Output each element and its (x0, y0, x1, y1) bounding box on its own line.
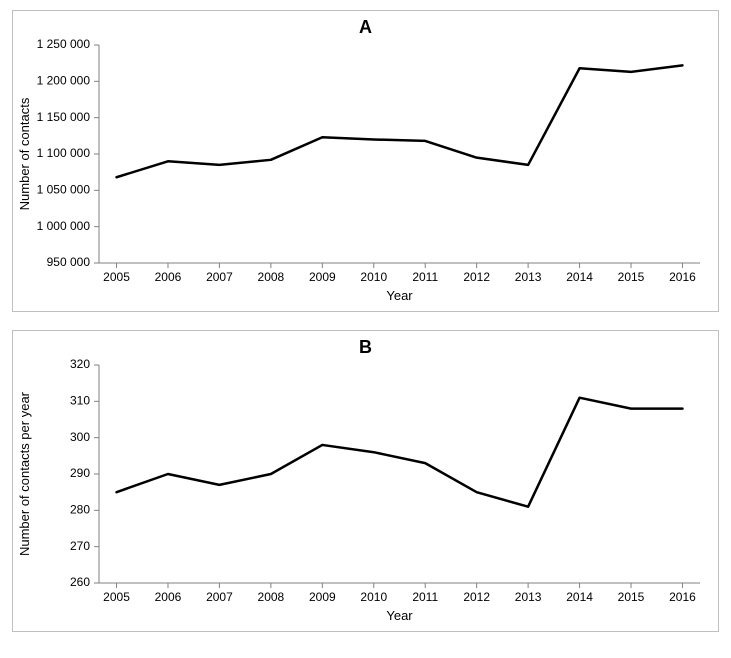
x-tick-label: 2010 (360, 590, 387, 604)
panel-A: A 950 000 1 000 000 1 050 000 1 100 000 1 150… (12, 10, 719, 312)
y-tick-label: 260 (70, 575, 90, 589)
x-tick-label: 2012 (463, 590, 490, 604)
y-tick-label: 950 000 (47, 255, 91, 269)
y-tick-label: 1 250 000 (37, 37, 91, 51)
chart-svg: 950 000 1 000 000 1 050 000 1 100 000 1 150 … (13, 11, 718, 311)
x-tick-label: 2006 (155, 270, 182, 284)
x-tick-label: 2015 (618, 270, 645, 284)
x-tick-label: 2007 (206, 590, 233, 604)
x-tick-label: 2011 (412, 270, 438, 284)
panel-title: B (13, 337, 718, 358)
y-tick-label: 1 100 000 (37, 146, 91, 160)
series-line (117, 65, 683, 177)
panel-stack: A 950 000 1 000 000 1 050 000 1 100 000 1 150… (12, 10, 719, 648)
y-tick-label: 310 (70, 394, 90, 408)
panel-B: B 260 270 280 290 300 310 320 2005 2006 2007 2008 20… (12, 330, 719, 632)
x-axis-label: Year (386, 608, 413, 623)
chart-svg: 260 270 280 290 300 310 320 2005 2006 2007 2008 200… (13, 331, 718, 631)
y-axis-label: Number of contacts per year (17, 391, 32, 556)
x-axis-label: Year (386, 288, 413, 303)
y-tick-label: 1 150 000 (37, 110, 91, 124)
figure: A 950 000 1 000 000 1 050 000 1 100 000 1 150… (0, 0, 731, 658)
y-tick-label: 1 200 000 (37, 74, 91, 88)
x-tick-label: 2005 (103, 590, 130, 604)
series-line (117, 398, 683, 507)
y-tick-label: 1 000 000 (37, 219, 91, 233)
x-tick-label: 2005 (103, 270, 130, 284)
x-tick-label: 2014 (566, 590, 593, 604)
x-tick-label: 2013 (515, 270, 542, 284)
x-tick-label: 2008 (258, 590, 285, 604)
x-tick-label: 2014 (566, 270, 593, 284)
x-tick-label: 2010 (360, 270, 387, 284)
x-tick-label: 2009 (309, 270, 336, 284)
x-tick-label: 2006 (155, 590, 182, 604)
y-tick-label: 280 (70, 503, 90, 517)
y-axis-label: Number of contacts (17, 97, 32, 210)
x-tick-label: 2007 (206, 270, 233, 284)
x-tick-label: 2016 (669, 590, 696, 604)
x-tick-label: 2013 (515, 590, 542, 604)
y-tick-label: 320 (70, 357, 90, 371)
y-tick-label: 290 (70, 466, 90, 480)
y-tick-label: 1 050 000 (37, 183, 91, 197)
y-tick-label: 270 (70, 539, 90, 553)
x-tick-label: 2015 (618, 590, 645, 604)
x-tick-label: 2008 (258, 270, 285, 284)
x-tick-label: 2012 (463, 270, 490, 284)
panel-title: A (13, 17, 718, 38)
x-tick-label: 2009 (309, 590, 336, 604)
x-tick-label: 2011 (412, 590, 438, 604)
x-tick-label: 2016 (669, 270, 696, 284)
y-tick-label: 300 (70, 430, 90, 444)
